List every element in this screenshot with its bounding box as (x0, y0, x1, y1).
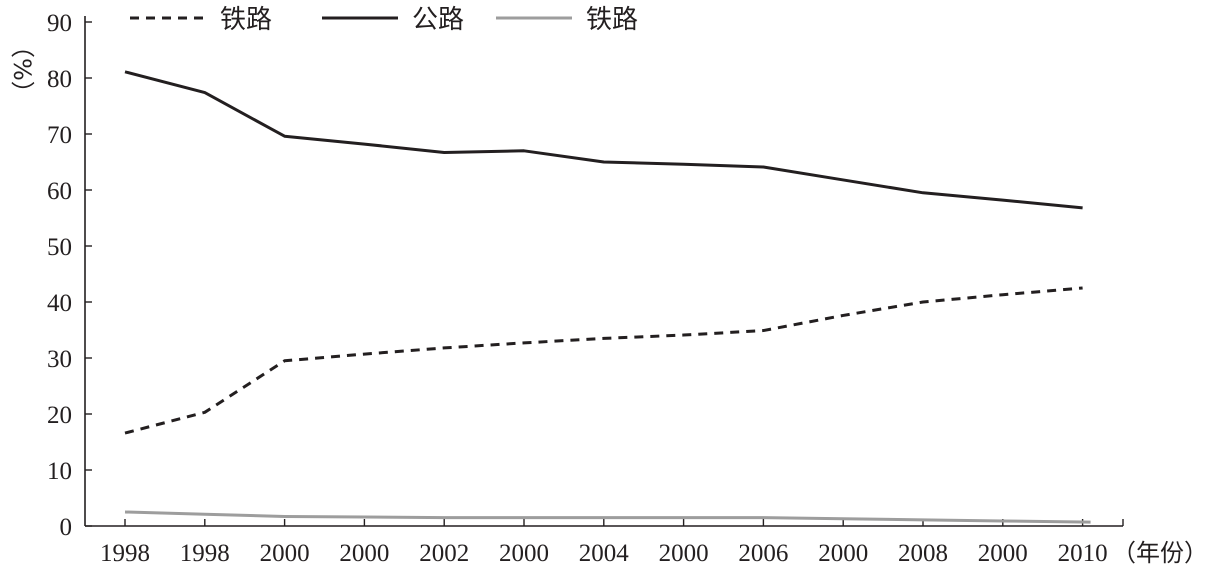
x-tick-label: 2010 (1058, 540, 1108, 567)
x-tick-label: 2000 (339, 540, 389, 567)
y-axis-unit-label: （%） (8, 34, 36, 105)
legend-label-2: 公路 (412, 5, 464, 35)
y-tick-label: 80 (47, 66, 72, 93)
x-tick-label: 1998 (100, 540, 150, 567)
x-tick-label: 2006 (738, 540, 788, 567)
y-tick-label: 60 (47, 178, 72, 205)
y-axis: 0 10 20 30 40 50 60 70 80 90 （%） (8, 10, 92, 541)
x-tick-label: 2008 (898, 540, 948, 567)
x-tick-label: 1998 (180, 540, 230, 567)
x-axis-unit-label: （年份） (1112, 539, 1208, 567)
y-ticks: 0 10 20 30 40 50 60 70 80 90 (47, 10, 92, 541)
y-tick-label: 50 (47, 234, 72, 261)
y-tick-label: 30 (47, 346, 72, 373)
legend-label-3: 铁路 (586, 5, 638, 35)
x-tick-label: 2004 (579, 540, 630, 567)
y-tick-label: 0 (60, 514, 73, 541)
y-tick-label: 70 (47, 122, 72, 149)
x-tick-label: 2000 (978, 540, 1028, 567)
x-tick-label: 2000 (499, 540, 549, 567)
series-line-2 (124, 70, 1083, 210)
legend-label-1: 铁路 (220, 5, 272, 35)
series-layer (124, 70, 1091, 524)
y-tick-label: 90 (47, 10, 72, 37)
y-tick-label: 20 (47, 402, 72, 429)
legend: 铁路 公路 铁路 (130, 5, 638, 35)
x-tick-label: 2000 (260, 540, 310, 567)
y-tick-label: 10 (47, 458, 72, 485)
series-line-3 (124, 510, 1091, 524)
y-tick-label: 40 (47, 290, 72, 317)
x-axis: 1998 1998 2000 2000 2002 2000 2004 2000 2006 2000… (85, 519, 1208, 567)
x-tick-label: 2002 (419, 540, 469, 567)
x-tick-label: 2000 (818, 540, 868, 567)
series-line-1 (124, 286, 1083, 435)
x-tick-label: 2000 (659, 540, 709, 567)
x-ticks: 1998 1998 2000 2000 2002 2000 2004 2000 2006 2000… (100, 519, 1124, 567)
